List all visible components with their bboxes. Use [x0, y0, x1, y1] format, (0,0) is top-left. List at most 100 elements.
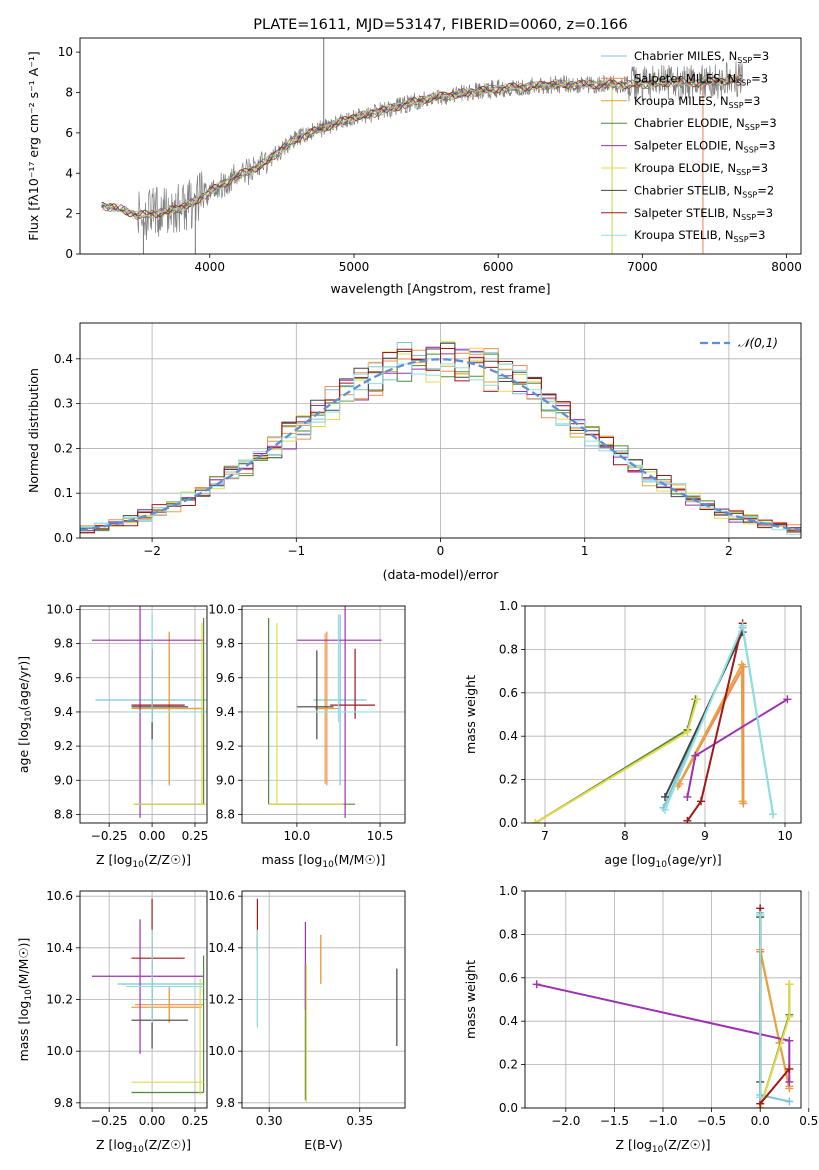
- x-tick-label: 0.00: [139, 829, 166, 843]
- y-tick-label: 0.6: [499, 686, 518, 700]
- y-tick-label: 9.0: [54, 773, 73, 787]
- mass-vs-Z-points: [92, 898, 205, 1096]
- weight-marker: [683, 816, 692, 823]
- weight-line: [759, 984, 791, 1108]
- gaussian-curve: [80, 358, 801, 532]
- legend-entry: Salpeter STELIB, NSSP=3: [634, 206, 773, 222]
- x-tick-label: 7000: [627, 260, 658, 274]
- weight-marker: [785, 980, 794, 989]
- x-tick-label: 2: [725, 544, 733, 558]
- y-tick-label: 0.0: [499, 1101, 518, 1115]
- weight-line: [759, 908, 791, 1107]
- x-tick-label: 8000: [771, 260, 802, 274]
- y-tick-label: 0.2: [499, 1058, 518, 1072]
- y-tick-label: 9.8: [54, 1096, 73, 1110]
- x-tick-label: 0.35: [346, 1114, 373, 1128]
- weight-vs-Z-axes: [521, 890, 810, 1112]
- axes-frame: [79, 322, 802, 539]
- x-tick-label: −2: [143, 544, 161, 558]
- age-vs-mass-points: [268, 606, 382, 818]
- y-tick-label: 9.8: [216, 637, 235, 651]
- spectrum-plot: [101, 38, 744, 254]
- y-tick-label: 10.4: [46, 941, 73, 955]
- y-tick-label: 0.2: [499, 773, 518, 787]
- x-tick-label: −0.25: [91, 829, 128, 843]
- y-tick-label: 9.2: [216, 739, 235, 753]
- x-tick-label: 10: [777, 829, 792, 843]
- x-tick-label: −0.5: [697, 1114, 726, 1128]
- residual-histogram: [80, 348, 801, 534]
- weight-marker: [691, 751, 700, 760]
- weight-vs-Z-lines: [532, 904, 794, 1108]
- weight-marker: [785, 1012, 794, 1021]
- y-tick-label: 0.2: [54, 441, 73, 455]
- mass-vs-ebv-axes: [238, 891, 405, 1112]
- y-tick-label: 10.0: [46, 602, 73, 616]
- y-tick-label: 10.6: [46, 889, 73, 903]
- x-tick-label: 5000: [339, 260, 370, 274]
- weight-vs-age-lines: [531, 619, 792, 823]
- legend-entry: Kroupa ELODIE, NSSP=3: [634, 161, 768, 177]
- weight-marker: [785, 1077, 794, 1086]
- weight-line: [534, 699, 698, 823]
- y-tick-label: 2: [65, 207, 73, 221]
- y-tick-label: 9.0: [216, 773, 235, 787]
- y-tick-label: 1.0: [499, 599, 518, 613]
- y-axis-label: mass weight: [463, 675, 478, 754]
- x-tick-label: 1: [581, 544, 589, 558]
- weight-marker: [738, 797, 747, 806]
- y-tick-label: 10.2: [46, 993, 73, 1007]
- axis-label: mass [log10(M/M☉)]: [16, 938, 34, 1062]
- model-fit-line: [101, 76, 743, 218]
- axes-frame: [241, 890, 406, 1109]
- x-tick-label: 10.5: [367, 829, 394, 843]
- residual-histogram: [80, 341, 801, 531]
- weight-marker: [531, 819, 540, 823]
- x-tick-label: 0.25: [182, 829, 209, 843]
- weight-line: [534, 699, 697, 823]
- legend-entry: Kroupa STELIB, NSSP=3: [634, 228, 765, 244]
- y-tick-label: 0.6: [499, 971, 518, 985]
- x-tick-label: 0.00: [139, 1114, 166, 1128]
- weight-marker: [783, 695, 792, 704]
- y-tick-label: 10.0: [208, 602, 235, 616]
- x-tick-label: −1: [287, 544, 305, 558]
- weight-marker: [756, 910, 765, 919]
- residual-histogram: [80, 346, 801, 531]
- legend-entry: Chabrier ELODIE, NSSP=3: [634, 116, 777, 132]
- x-tick-label: 10.0: [284, 829, 311, 843]
- axes-frame: [524, 605, 802, 824]
- y-tick-label: 10: [58, 45, 73, 59]
- axis-label: Z [log10(Z/Z☉)]: [96, 852, 191, 870]
- x-axis-label: wavelength [Angstrom, rest frame]: [330, 281, 550, 296]
- y-tick-label: 6: [65, 126, 73, 140]
- y-tick-label: 10.0: [46, 1044, 73, 1058]
- residual-histogram: [80, 346, 801, 533]
- axes-frame: [79, 605, 208, 824]
- y-axis-label: Normed distribution: [26, 368, 41, 493]
- residuals-axes: [76, 323, 801, 542]
- x-axis-label: (data-model)/error: [383, 567, 500, 582]
- weight-marker: [683, 792, 692, 801]
- y-tick-label: 9.8: [54, 637, 73, 651]
- x-tick-label: −2.0: [551, 1114, 580, 1128]
- weight-marker: [785, 1097, 794, 1106]
- y-tick-label: 8: [65, 86, 73, 100]
- weight-marker: [785, 1064, 794, 1073]
- legend-entry: Salpeter ELODIE, NSSP=3: [634, 139, 776, 155]
- axes-frame: [79, 890, 208, 1109]
- x-tick-label: 6000: [483, 260, 514, 274]
- x-tick-label: 7: [541, 829, 549, 843]
- y-tick-label: 0: [65, 247, 73, 261]
- y-tick-label: 0.4: [499, 1014, 518, 1028]
- x-tick-label: 4000: [195, 260, 226, 274]
- x-tick-label: 0.30: [256, 1114, 283, 1128]
- weight-line: [678, 666, 745, 804]
- y-tick-label: 0.1: [54, 486, 73, 500]
- weight-marker: [661, 792, 669, 801]
- mass-vs-ebv-points: [256, 898, 398, 1103]
- legend-entry: 𝒩(0,1): [738, 336, 778, 350]
- y-axis-label: mass weight: [463, 960, 478, 1039]
- weight-line: [759, 949, 791, 1087]
- residual-histogram: [80, 363, 801, 536]
